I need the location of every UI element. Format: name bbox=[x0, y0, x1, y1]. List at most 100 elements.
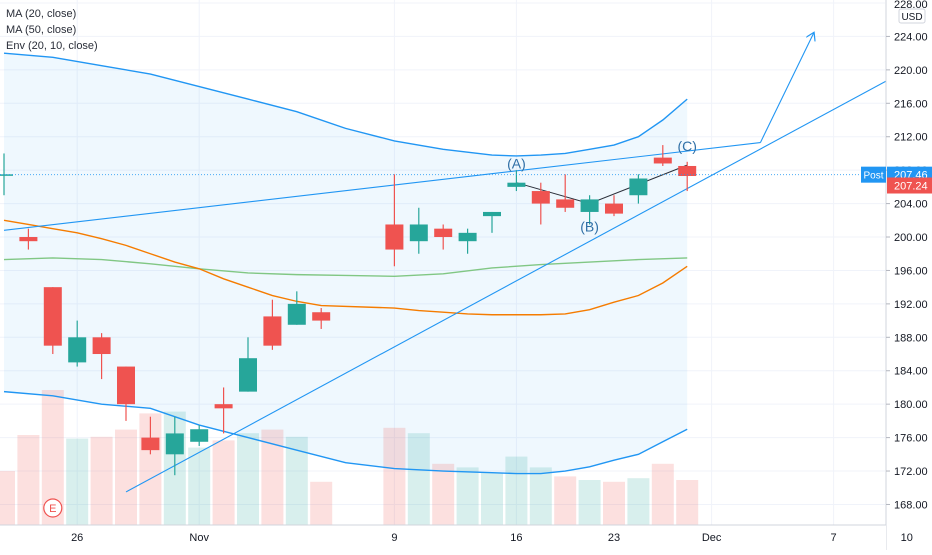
price-tick-label: 192.00 bbox=[894, 299, 928, 311]
currency-badge bbox=[898, 8, 926, 24]
time-axis-bg bbox=[0, 525, 886, 550]
volume-bar bbox=[66, 438, 89, 525]
price-tick-label: 196.00 bbox=[894, 265, 928, 277]
price-tick-label: 176.00 bbox=[894, 433, 928, 445]
volume-bar bbox=[90, 436, 113, 525]
wave-label-c: (C) bbox=[677, 138, 696, 154]
candle-body bbox=[117, 366, 135, 405]
time-axis[interactable]: 26 Nov 9 16 Dec 7 10 23 bbox=[0, 524, 913, 550]
price-tick-label: 200.00 bbox=[894, 232, 928, 244]
time-tick-label: Nov bbox=[189, 532, 209, 544]
legend-envelope[interactable]: Env (20, 10, close) bbox=[6, 40, 98, 52]
volume-bar bbox=[529, 467, 552, 525]
last-price-value: 207.24 bbox=[894, 181, 928, 193]
price-tick-label: 224.00 bbox=[894, 31, 928, 43]
ma20-line bbox=[3, 219, 688, 316]
candle-body bbox=[214, 404, 233, 409]
earnings-marker-label: E bbox=[49, 503, 56, 515]
post-label-badge bbox=[861, 166, 886, 183]
volume-bar bbox=[0, 471, 15, 525]
candle-body bbox=[165, 433, 184, 455]
price-tick-label: 216.00 bbox=[894, 98, 928, 110]
volume-bar bbox=[481, 472, 503, 525]
time-tick-label: 7 bbox=[831, 532, 837, 544]
candles bbox=[0, 145, 697, 476]
candle-body bbox=[556, 199, 575, 208]
price-tick-label: 212.00 bbox=[894, 132, 928, 144]
candle-body bbox=[409, 224, 428, 242]
envelope-lower-line bbox=[3, 390, 688, 475]
ma50-line bbox=[3, 257, 688, 277]
legend-ma50[interactable]: MA (50, close) bbox=[6, 24, 77, 36]
price-tick-label: 180.00 bbox=[894, 399, 928, 411]
overlay: (A) (B) (C) E bbox=[0, 138, 885, 518]
envelope-band bbox=[4, 53, 688, 474]
projection-arrow bbox=[759, 32, 814, 143]
candle-body bbox=[531, 191, 550, 204]
indicator-legend: MA (20, close) MA (50, close) Env (20, 1… bbox=[6, 6, 98, 54]
wave-label-b: (B) bbox=[580, 219, 599, 235]
volume-bar bbox=[285, 436, 308, 525]
candle-body bbox=[92, 337, 111, 355]
envelope-fill bbox=[4, 53, 688, 474]
volume-bar bbox=[261, 429, 284, 525]
candle-body bbox=[434, 228, 453, 238]
price-tick-label: 228.00 bbox=[894, 0, 928, 11]
candle-body bbox=[458, 232, 477, 242]
envelope-upper-line bbox=[3, 52, 688, 157]
volume-bar bbox=[676, 480, 699, 525]
volume-bar bbox=[188, 447, 211, 525]
volume-bar bbox=[237, 433, 259, 525]
candle-body bbox=[580, 199, 599, 212]
volume-bar bbox=[505, 456, 528, 525]
volume-bar bbox=[17, 435, 40, 525]
price-axis-bg bbox=[886, 0, 932, 550]
post-label: Post bbox=[863, 171, 883, 182]
volume-bar bbox=[627, 478, 650, 525]
trendline bbox=[3, 142, 761, 231]
price-axis[interactable]: 168.00 172.00 176.00 180.00 184.00 188.00 192.… bbox=[861, 0, 932, 550]
volume-bar bbox=[456, 467, 479, 525]
candle-body bbox=[190, 429, 209, 442]
volume-bar bbox=[578, 480, 601, 525]
candle-body bbox=[678, 165, 697, 177]
candle-body bbox=[312, 312, 331, 321]
price-tick-label: 204.00 bbox=[894, 199, 928, 211]
price-tick-label: 184.00 bbox=[894, 366, 928, 378]
volume-bar bbox=[212, 440, 235, 525]
currency-label: USD bbox=[901, 12, 922, 23]
time-tick-label: 26 bbox=[71, 532, 83, 544]
time-tick-label: 10 bbox=[901, 532, 913, 544]
volume-bar bbox=[554, 476, 577, 525]
candle-body bbox=[653, 157, 672, 164]
time-tick-label: Dec bbox=[702, 532, 722, 544]
legend-ma20[interactable]: MA (20, close) bbox=[6, 8, 77, 20]
volume-bar bbox=[41, 390, 64, 525]
volume-bar bbox=[603, 481, 625, 525]
candle-body bbox=[287, 303, 306, 325]
time-tick-label: 9 bbox=[391, 532, 397, 544]
volume-bar bbox=[407, 433, 430, 525]
volume-bar bbox=[651, 463, 674, 525]
wave-label-a: (A) bbox=[507, 156, 526, 172]
price-tick-label: 172.00 bbox=[894, 466, 928, 478]
candle-body bbox=[19, 237, 38, 242]
candle-body bbox=[239, 358, 257, 392]
price-tick-label: 188.00 bbox=[894, 332, 928, 344]
volume-bar bbox=[310, 481, 333, 525]
candle-body bbox=[385, 224, 404, 250]
indicator-lines bbox=[3, 52, 688, 475]
volume-bar bbox=[432, 463, 455, 525]
last-price-badge bbox=[887, 177, 932, 194]
candle-body bbox=[483, 211, 501, 217]
candle-body bbox=[263, 316, 282, 346]
candle-body bbox=[43, 287, 62, 346]
volume-bar bbox=[115, 429, 137, 525]
candle-body bbox=[68, 337, 87, 363]
candle-body bbox=[605, 203, 623, 214]
price-tick-label: 168.00 bbox=[894, 499, 928, 511]
candle-body bbox=[141, 437, 160, 451]
volume-bar bbox=[383, 427, 406, 525]
